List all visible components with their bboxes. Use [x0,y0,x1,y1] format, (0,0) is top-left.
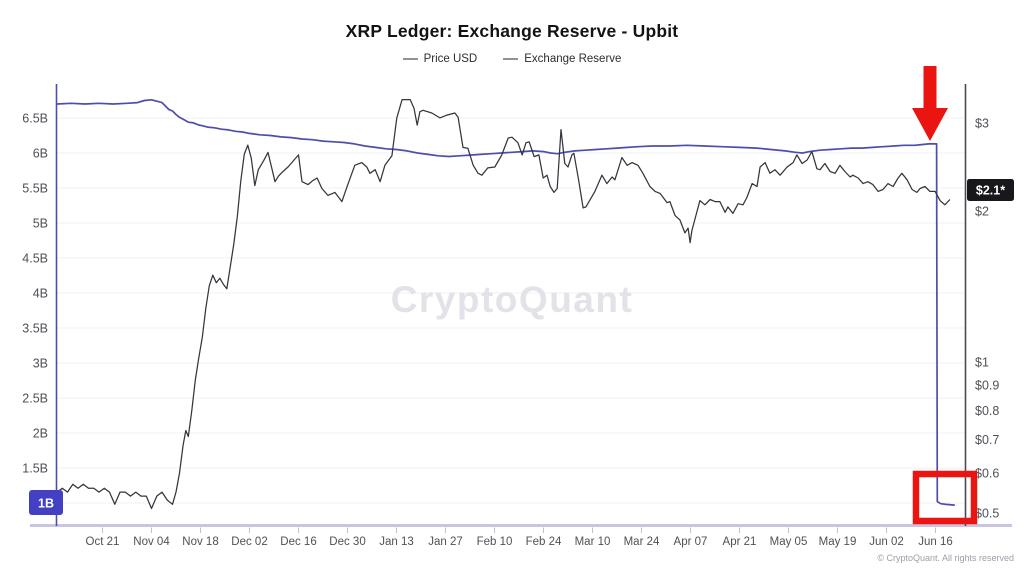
legend-item-exchange-reserve[interactable]: Exchange Reserve [503,53,621,65]
x-tick-label: Jan 13 [379,536,414,548]
left-tick-label: 3B [33,357,48,371]
right-tick-label: $0.6 [975,467,999,481]
left-tick-label: 6B [33,147,48,161]
x-tick-label: Dec 02 [231,536,267,548]
left-tick-label: 6.5B [22,112,48,126]
left-tick-label: 5B [33,217,48,231]
left-tick-label: 2.5B [22,392,48,406]
price-usd-line [56,98,951,510]
x-tick-label: Jun 02 [869,536,904,548]
exchange-reserve-line [56,98,955,506]
chart-legend: Price USD Exchange Reserve [0,51,1024,65]
chart-title: XRP Ledger: Exchange Reserve - Upbit [345,21,679,41]
left-tick-label: 5.5B [22,182,48,196]
x-tick-label: Jan 27 [428,536,463,548]
right-tick-label: $3 [975,117,989,131]
copyright-text: © CryptoQuant. All rights reserved [877,553,1014,563]
price-current-badge [967,179,1014,201]
reserve-current-badge-label: 1B [38,497,54,511]
price-current-badge-label: $2.1* [976,184,1005,198]
x-tick-label: May 19 [819,536,857,548]
red-down-arrow-annotation [912,66,948,141]
left-tick-label: 2B [33,427,48,441]
legend-label: Price USD [423,53,478,65]
left-tick-label: 4.5B [22,252,48,266]
x-tick-label: Nov 18 [182,536,218,548]
left-tick-label: 3.5B [22,322,48,336]
right-tick-label: $0.5 [975,506,999,520]
red-highlight-box-annotation [912,470,978,525]
x-tick-label: Mar 24 [624,536,660,548]
legend-item-price-usd[interactable]: Price USD [402,53,478,65]
right-tick-label: $2 [975,205,989,219]
x-tick-label: May 05 [770,536,808,548]
x-tick-label: Feb 24 [526,536,562,548]
left-tick-label: 4B [33,287,48,301]
watermark-text: CryptoQuant [391,279,634,320]
x-tick-label: Oct 21 [86,536,120,548]
legend-line-swatch-icon [402,58,418,60]
legend-line-swatch-icon [503,58,519,60]
x-tick-label: Dec 30 [329,536,365,548]
right-tick-label: $0.8 [975,404,999,418]
x-tick-label: Mar 10 [575,536,611,548]
left-tick-label: 1.5B [22,462,48,476]
right-tick-label: $1 [975,356,989,370]
x-tick-label: Jun 16 [918,536,953,548]
x-tick-label: Nov 04 [133,536,170,548]
x-tick-label: Apr 07 [674,536,708,548]
reserve-current-badge [29,490,63,515]
right-tick-label: $0.9 [975,378,999,392]
right-tick-label: $0.7 [975,433,999,447]
x-tick-label: Dec 16 [280,536,316,548]
legend-label: Exchange Reserve [524,53,622,65]
x-tick-label: Feb 10 [477,536,513,548]
x-tick-label: Apr 21 [723,536,757,548]
